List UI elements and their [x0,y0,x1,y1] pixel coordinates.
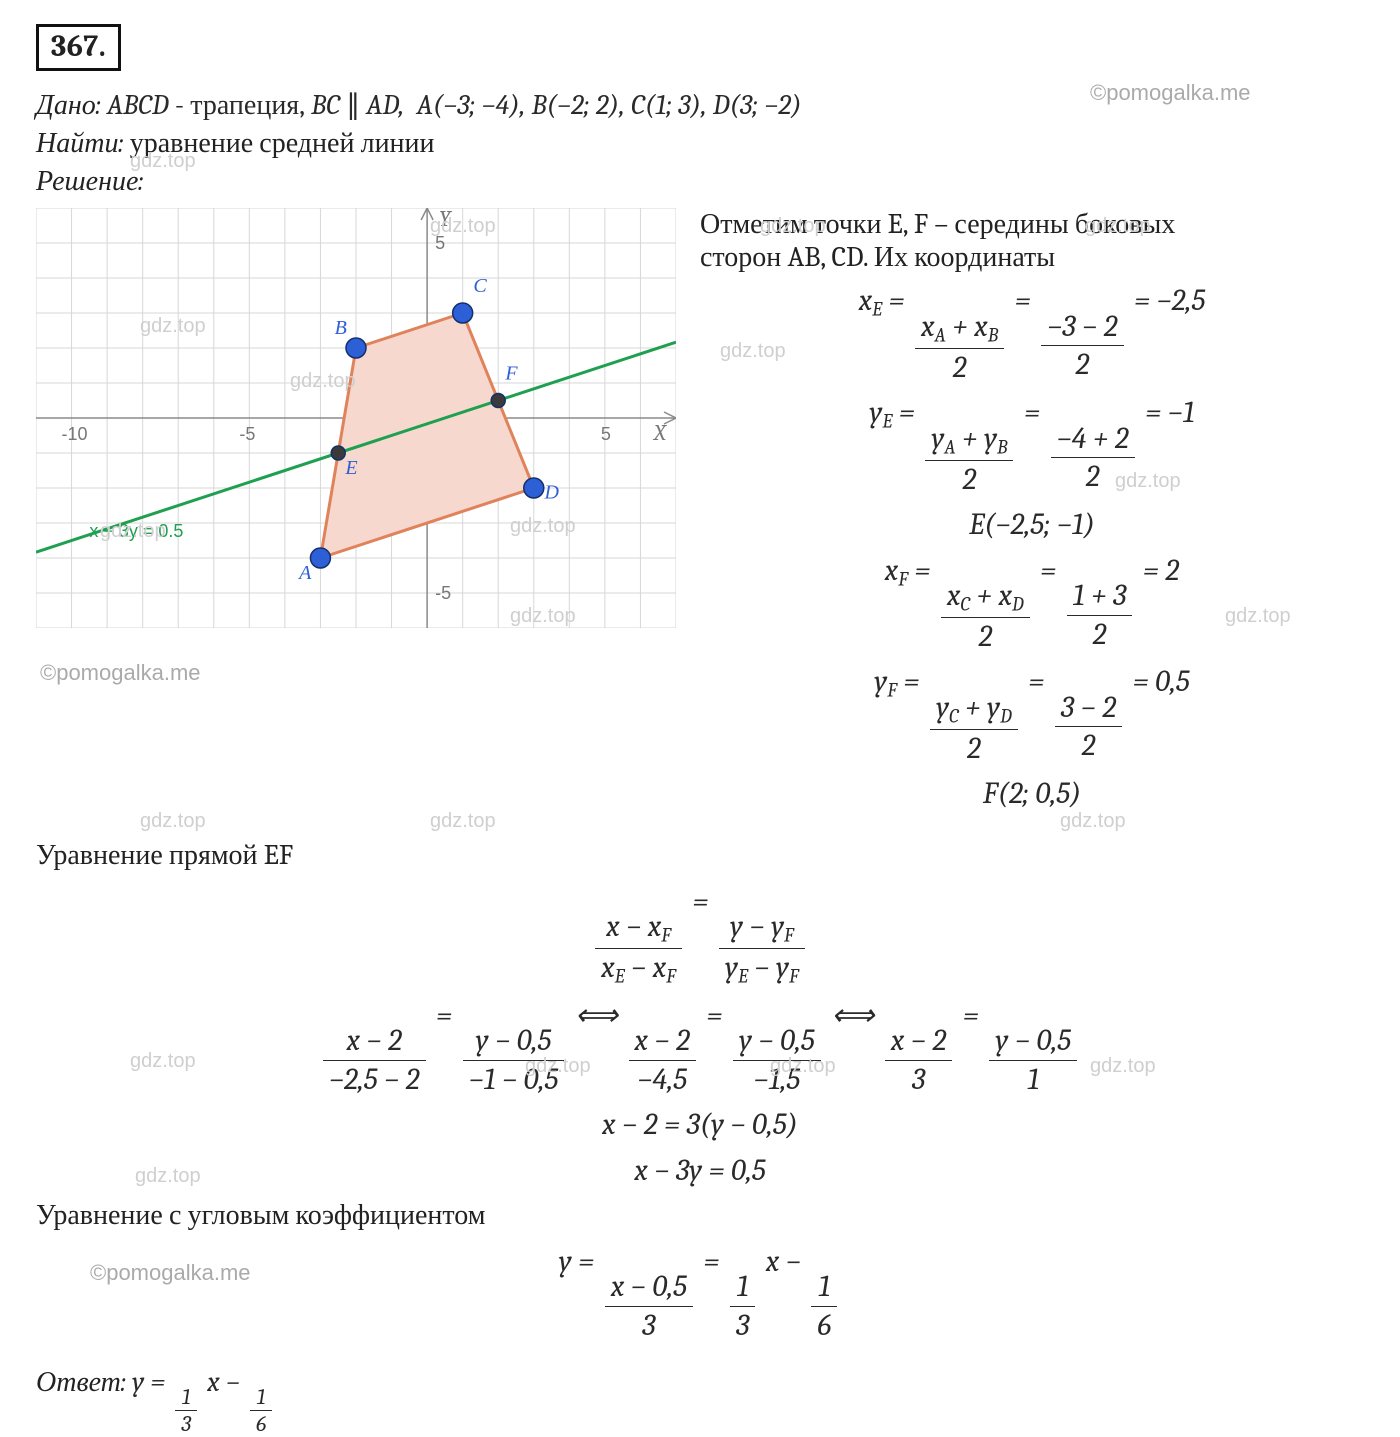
midpoint-equations: xE = xA + xB2 = −3 − 22 = −2,5yE = yA + … [700,282,1364,812]
answer-line: Ответ: y = 13 x − 16 [36,1366,1364,1436]
watermark-gdz: gdz.top [525,1055,591,1078]
watermark-gdz: gdz.top [100,520,166,543]
equation-block: x − xFxE − xF = y − yFyE − yFx − 2−2,5 −… [36,883,1364,1190]
svg-text:D: D [543,482,559,504]
svg-text:-5: -5 [239,424,255,444]
svg-text:E: E [344,457,357,479]
watermark-gdz: gdz.top [130,150,196,173]
problem-number-box: 367. [36,24,121,71]
answer-label: Ответ: [36,1366,126,1398]
watermark-gdz: gdz.top [510,515,576,538]
intro-line-2: сторон AB, CD. Их координаты [700,241,1364,274]
right-column: Отметим точки E, F – середины боковых ст… [700,208,1364,820]
chart-svg: -10-505-55XYx − 3y = 0.5ABCDEF [36,208,676,628]
watermark-pomogalka: ©pomogalka.me [40,660,201,686]
find-line: Найти: уравнение средней линии [36,125,1364,163]
watermark-gdz: gdz.top [140,315,206,338]
watermark-gdz: gdz.top [1090,1055,1156,1078]
svg-text:5: 5 [601,424,611,444]
svg-text:F: F [504,363,518,385]
watermark-pomogalka: ©pomogalka.me [90,1260,251,1286]
svg-text:-5: -5 [435,583,451,603]
watermark-gdz: gdz.top [1115,470,1181,493]
watermark-gdz: gdz.top [720,340,786,363]
watermark-gdz: gdz.top [430,215,496,238]
svg-text:-10: -10 [62,424,88,444]
given-label: Дано: [36,89,101,121]
watermark-gdz: gdz.top [770,1055,836,1078]
slope-equation: y = x − 0,53 = 13 x − 16 [36,1243,1364,1345]
solution-label-text: Решение: [36,165,143,197]
watermark-gdz: gdz.top [135,1165,201,1188]
watermark-gdz: gdz.top [1225,605,1291,628]
page: 367. Дано: ABCD - трапеция, BC ∥ AD, A(−… [0,0,1400,1433]
answer-math: y = 13 x − 16 [132,1366,276,1398]
coordinate-chart: -10-505-55XYx − 3y = 0.5ABCDEF [36,208,676,628]
slope-header: Уравнение с угловым коэффициентом [36,1197,1364,1235]
svg-text:B: B [335,317,347,339]
watermark-gdz: gdz.top [430,810,496,833]
eq-ef-header: Уравнение прямой EF [36,837,1364,875]
find-label: Найти: [36,127,124,159]
given-text: ABCD - трапеция, BC ∥ AD, A(−3; −4), B(−… [107,89,802,121]
watermark-gdz: gdz.top [130,1050,196,1073]
svg-text:A: A [297,562,312,584]
svg-text:X: X [652,420,667,446]
watermark-gdz: gdz.top [760,215,826,238]
watermark-gdz: gdz.top [1085,215,1151,238]
svg-text:C: C [473,275,487,297]
intro-line-2-text: сторон AB, CD. Их координаты [700,241,1055,273]
watermark-gdz: gdz.top [1060,810,1126,833]
watermark-gdz: gdz.top [510,605,576,628]
watermark-gdz: gdz.top [140,810,206,833]
watermark-gdz: gdz.top [290,370,356,393]
watermark-pomogalka: ©pomogalka.me [1090,80,1251,106]
solution-label: Решение: [36,163,1364,201]
